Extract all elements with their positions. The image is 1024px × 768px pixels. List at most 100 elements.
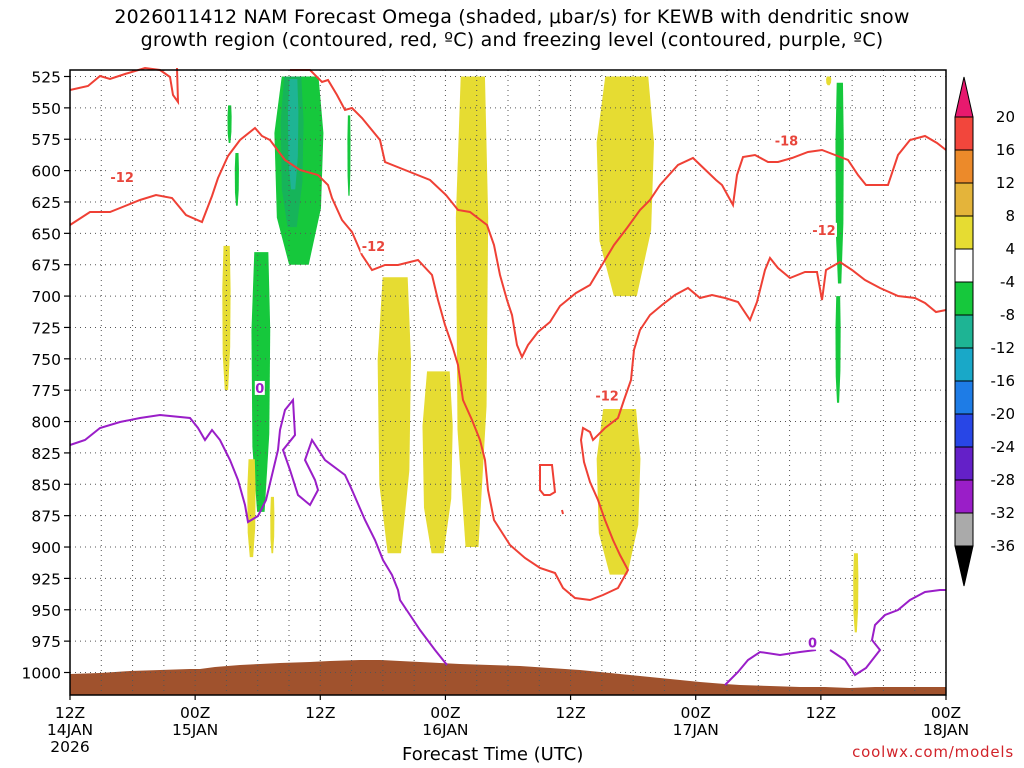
y-tick-label: 575	[31, 131, 61, 149]
contour-label: -12	[362, 240, 386, 255]
colorbar-arrow-top	[954, 76, 974, 118]
omega-region-13	[422, 371, 453, 554]
omega-region-6	[347, 115, 351, 196]
colorbar-arrow-bottom	[954, 545, 974, 587]
colorbar-label: -12	[991, 339, 1016, 357]
x-tick-label: 17JAN	[673, 721, 719, 739]
colorbar: 20 16 12 8 4 -4 -8 -12 -16 -20 -24 -28 -32 -36	[954, 76, 1016, 587]
chart-title-line-2: growth region (contoured, red, ºC) and f…	[140, 29, 884, 51]
omega-region-8	[835, 296, 841, 403]
red-contour-middle	[69, 126, 947, 602]
y-tick-label: 600	[31, 163, 61, 181]
contour-label-bg	[810, 222, 837, 237]
colorbar-label: 20	[996, 108, 1015, 126]
y-tick-label: 900	[31, 539, 61, 557]
contour-label-bg	[807, 635, 818, 650]
colorbar-swatch	[954, 116, 974, 151]
contour-label-bg	[109, 170, 136, 185]
colorbar-label: 16	[996, 141, 1015, 159]
omega-region-4	[287, 79, 299, 190]
y-tick-label: 975	[31, 633, 61, 651]
red-contour-upper	[69, 66, 947, 360]
colorbar-label: -16	[991, 372, 1016, 390]
contour-label: -12	[595, 389, 619, 404]
colorbar-swatch	[954, 479, 974, 514]
colorbar-label: -36	[991, 537, 1016, 555]
y-tick-label: 650	[31, 225, 61, 243]
omega-region-9	[222, 245, 231, 391]
purple-contour-left	[69, 397, 448, 666]
colorbar-label: 12	[996, 174, 1015, 192]
contour-label: 0	[255, 382, 264, 397]
colorbar-swatch	[954, 347, 974, 382]
chart-title: 2026011412 NAM Forecast Omega (shaded, μ…	[0, 6, 1024, 52]
omega-region-14	[455, 76, 489, 548]
y-tick-label: 825	[31, 445, 61, 463]
x-tick-label: 12Z	[555, 704, 585, 722]
colorbar-swatch	[954, 215, 974, 250]
y-tick-label: 700	[31, 288, 61, 306]
y-tick-label: 750	[31, 351, 61, 369]
colorbar-swatch	[954, 182, 974, 217]
colorbar-label: -32	[991, 504, 1016, 522]
colorbar-swatch	[954, 149, 974, 184]
colorbar-label: 8	[1005, 207, 1015, 225]
x-tick-label: 00Z	[430, 704, 460, 722]
omega-region-15	[596, 409, 641, 575]
contour-label-bg	[773, 133, 800, 148]
contour-label-bg	[254, 380, 265, 395]
x-tick-label: 15JAN	[172, 721, 218, 739]
y-axis: 525 550 575 600 625 650 675 700 725 750 775 800 825 8…	[22, 69, 70, 683]
red-contour-dot	[561, 509, 564, 515]
omega-region-1	[234, 153, 239, 206]
y-tick-label: 925	[31, 570, 61, 588]
colorbar-swatch	[954, 248, 974, 283]
x-tick-label: 16JAN	[422, 721, 468, 739]
y-tick-label: 550	[31, 100, 61, 118]
omega-region-7	[835, 82, 844, 284]
x-tick-label: 2026	[50, 738, 89, 756]
terrain-layer	[70, 660, 946, 695]
y-tick-label: 950	[31, 602, 61, 620]
contour-label: -12	[110, 171, 134, 186]
colorbar-label: -4	[1000, 273, 1015, 291]
snow-growth-contours	[69, 66, 947, 602]
colorbar-swatch	[954, 413, 974, 448]
grid-layer	[70, 70, 946, 695]
omega-region-0	[227, 105, 232, 144]
y-tick-label: 725	[31, 319, 61, 337]
omega-region-16	[596, 76, 654, 297]
y-tick-label: 875	[31, 508, 61, 526]
colorbar-label: -20	[991, 405, 1016, 423]
purple-contour-right	[724, 589, 946, 686]
x-tick-label: 00Z	[180, 704, 210, 722]
contour-label: -18	[775, 135, 799, 150]
y-tick-label: 675	[31, 257, 61, 275]
x-axis-label: Forecast Time (UTC)	[402, 744, 584, 765]
red-contour-loop	[539, 464, 557, 496]
x-tick-label: 00Z	[681, 704, 711, 722]
freezing-level-contours	[69, 397, 946, 686]
omega-region-17	[826, 76, 832, 86]
y-tick-label: 1000	[22, 665, 61, 683]
omega-region-11	[270, 496, 275, 554]
colorbar-swatch	[954, 446, 974, 481]
x-tick-label: 14JAN	[47, 721, 93, 739]
y-tick-label: 775	[31, 382, 61, 400]
colorbar-label: -28	[991, 471, 1016, 489]
source-credit: coolwx.com/models	[852, 743, 1014, 761]
contour-label-bg	[360, 239, 387, 254]
y-tick-label: 525	[31, 69, 61, 87]
colorbar-swatch	[954, 380, 974, 415]
y-tick-label: 625	[31, 194, 61, 212]
colorbar-swatch	[954, 281, 974, 316]
omega-region-10	[247, 459, 256, 558]
contour-label: -12	[812, 224, 836, 239]
x-tick-label: 12Z	[806, 704, 836, 722]
colorbar-swatch	[954, 512, 974, 547]
omega-region-18	[853, 553, 859, 633]
chart-title-line-1: 2026011412 NAM Forecast Omega (shaded, μ…	[114, 6, 910, 28]
y-tick-label: 800	[31, 414, 61, 432]
colorbar-label: -24	[991, 438, 1016, 456]
